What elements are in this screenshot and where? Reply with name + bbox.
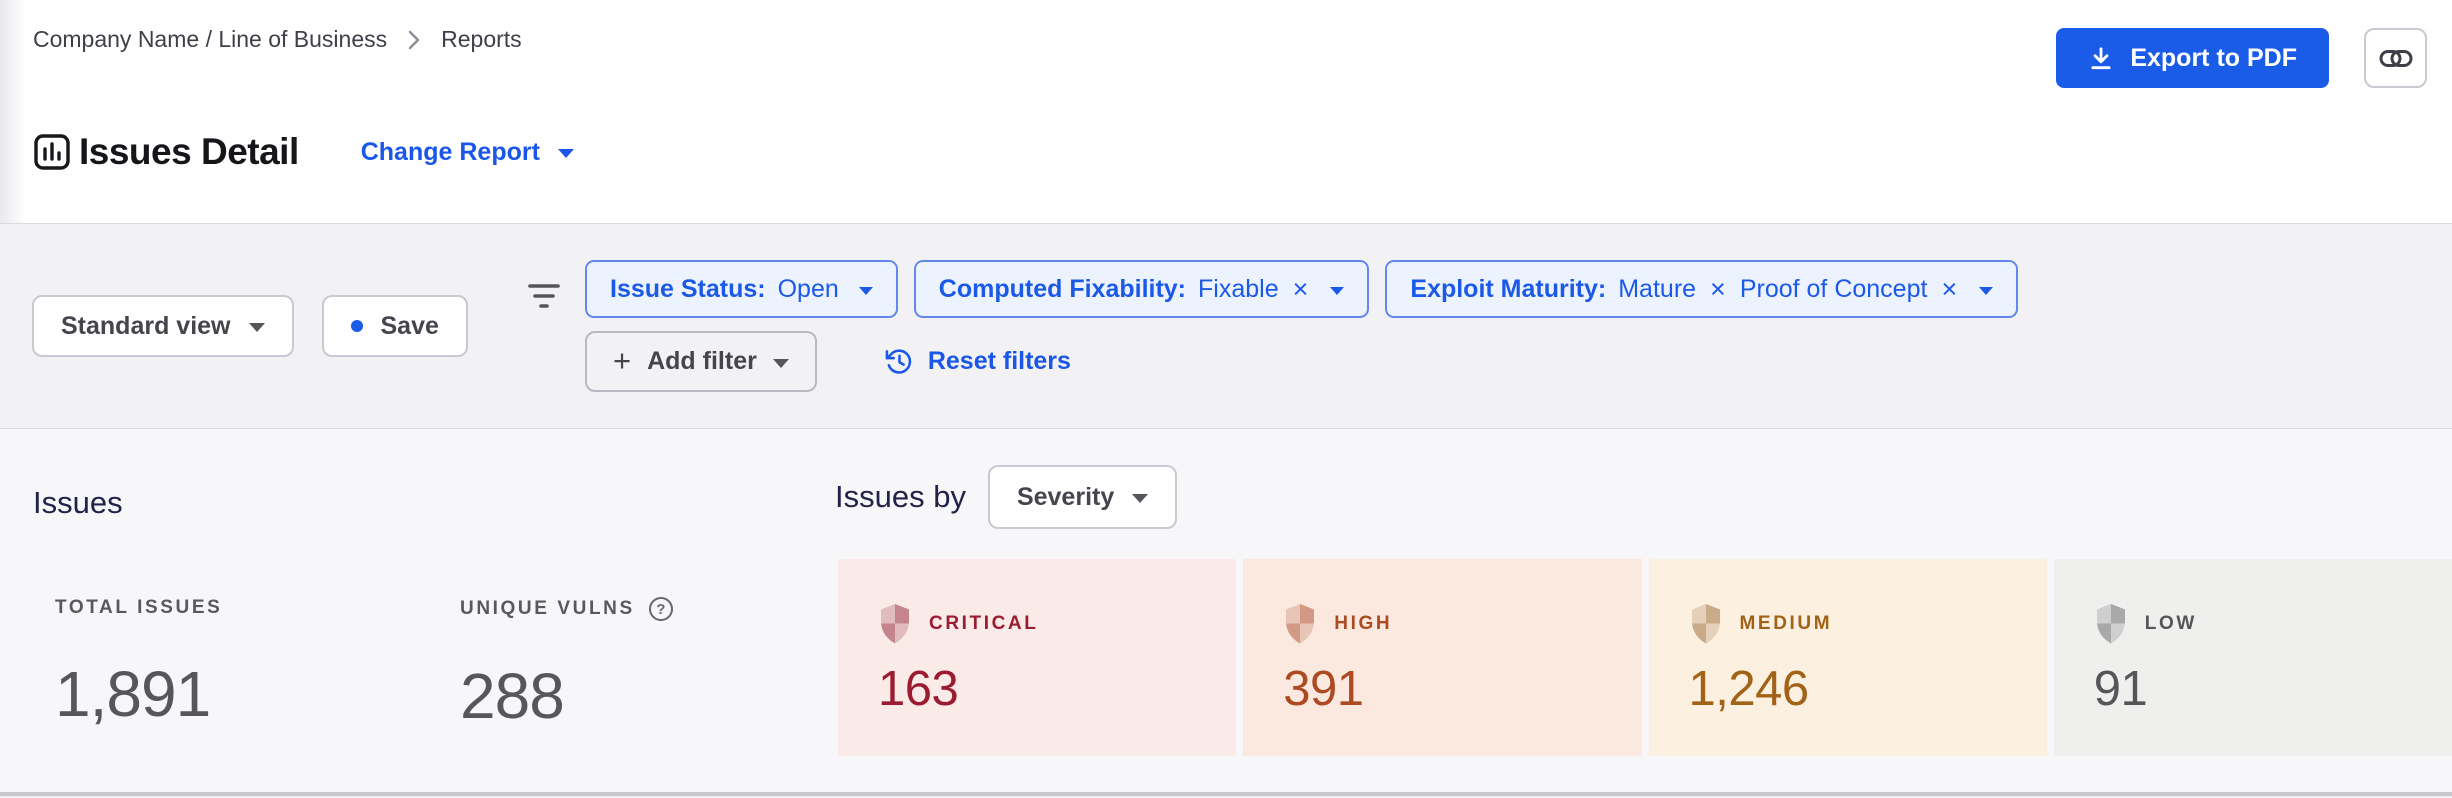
page-header: Company Name / Line of Business Reports … <box>0 0 2452 223</box>
shield-icon <box>1283 603 1317 645</box>
help-icon[interactable]: ? <box>648 597 673 621</box>
stat-label: UNIQUE VULNS <box>460 598 635 619</box>
export-to-pdf-button[interactable]: Export to PDF <box>2056 28 2329 88</box>
chevron-down-icon <box>248 323 265 332</box>
title-row: Issues Detail Change Report <box>33 131 574 173</box>
plus-icon: + <box>613 342 632 378</box>
chevron-down-icon <box>1132 494 1149 503</box>
chevron-down-icon <box>772 358 789 368</box>
unsaved-changes-dot <box>350 320 363 332</box>
severity-label: MEDIUM <box>1739 613 1833 634</box>
severity-count: 391 <box>1283 662 1364 716</box>
filter-chip-row: Issue Status: Open Computed Fixability: … <box>585 260 2019 318</box>
chevron-down-icon <box>1979 286 1994 295</box>
chevron-down-icon <box>1330 286 1345 295</box>
shield-icon <box>2094 603 2128 645</box>
stat-total-issues: TOTAL ISSUES 1,891 <box>55 597 222 731</box>
reset-filters-link[interactable]: Reset filters <box>885 347 1071 376</box>
change-report-dropdown[interactable]: Change Report <box>361 138 574 167</box>
chevron-down-icon <box>858 286 873 295</box>
severity-label: CRITICAL <box>929 613 1039 634</box>
filter-actions-row: + Add filter Reset filters <box>585 331 1071 392</box>
stat-value: 1,891 <box>55 658 211 730</box>
breadcrumb: Company Name / Line of Business Reports <box>33 26 522 53</box>
severity-card-critical[interactable]: CRITICAL 163 <box>838 559 1237 756</box>
severity-label: LOW <box>2144 613 2197 634</box>
issues-by-label: Issues by <box>835 479 966 514</box>
stat-unique-vulns: UNIQUE VULNS ? 288 <box>460 597 673 733</box>
download-icon <box>2088 45 2114 72</box>
link-icon <box>2379 47 2413 70</box>
filter-chip-exploit-maturity[interactable]: Exploit Maturity: Mature × Proof of Conc… <box>1385 260 2019 318</box>
copy-link-button[interactable] <box>2364 28 2427 88</box>
filter-funnel-icon[interactable] <box>528 282 560 312</box>
add-filter-button[interactable]: + Add filter <box>585 331 817 392</box>
severity-cards: CRITICAL 163 HIGH 391 <box>838 559 2452 756</box>
reset-history-icon <box>885 347 914 376</box>
next-section-edge <box>0 796 2452 798</box>
severity-card-low[interactable]: LOW 91 <box>2053 559 2452 756</box>
chevron-down-icon <box>557 149 574 158</box>
bar-chart-icon <box>33 133 71 171</box>
view-controls: Standard view Save <box>32 295 468 357</box>
group-by-dropdown[interactable]: Severity <box>987 465 1178 529</box>
bottom-divider <box>0 792 2452 796</box>
stat-label: TOTAL ISSUES <box>55 597 223 618</box>
shield-icon <box>1689 603 1723 645</box>
stat-value: 288 <box>460 660 565 732</box>
issues-section-title: Issues <box>33 485 123 520</box>
severity-count: 91 <box>2093 662 2148 716</box>
breadcrumb-company-link[interactable]: Company Name / Line of Business <box>33 26 388 52</box>
severity-count: 163 <box>878 662 959 716</box>
chevron-right-icon <box>407 29 421 51</box>
remove-filter-icon[interactable]: × <box>1941 273 1958 304</box>
shield-icon <box>878 603 912 645</box>
filter-bar: Standard view Save Issue Status: Open Co… <box>0 223 2452 428</box>
filter-chip-issue-status[interactable]: Issue Status: Open <box>585 260 898 318</box>
breadcrumb-reports-link[interactable]: Reports <box>441 26 522 52</box>
severity-card-high[interactable]: HIGH 391 <box>1243 559 1642 756</box>
remove-filter-icon[interactable]: × <box>1710 273 1726 304</box>
severity-count: 1,246 <box>1688 662 1810 716</box>
severity-card-medium[interactable]: MEDIUM 1,246 <box>1648 559 2047 756</box>
save-view-button[interactable]: Save <box>321 295 468 357</box>
filter-chip-computed-fixability[interactable]: Computed Fixability: Fixable × <box>913 260 1370 318</box>
page-title: Issues Detail <box>79 131 299 172</box>
view-selector-dropdown[interactable]: Standard view <box>32 295 294 357</box>
issues-by-control: Issues by Severity <box>835 465 1178 529</box>
header-actions: Export to PDF <box>2056 28 2427 88</box>
active-filters: Issue Status: Open Computed Fixability: … <box>585 260 2422 392</box>
issues-section: Issues Issues by Severity TOTAL ISSUES 1… <box>0 428 2452 798</box>
severity-label: HIGH <box>1334 613 1393 634</box>
remove-filter-icon[interactable]: × <box>1292 273 1309 304</box>
